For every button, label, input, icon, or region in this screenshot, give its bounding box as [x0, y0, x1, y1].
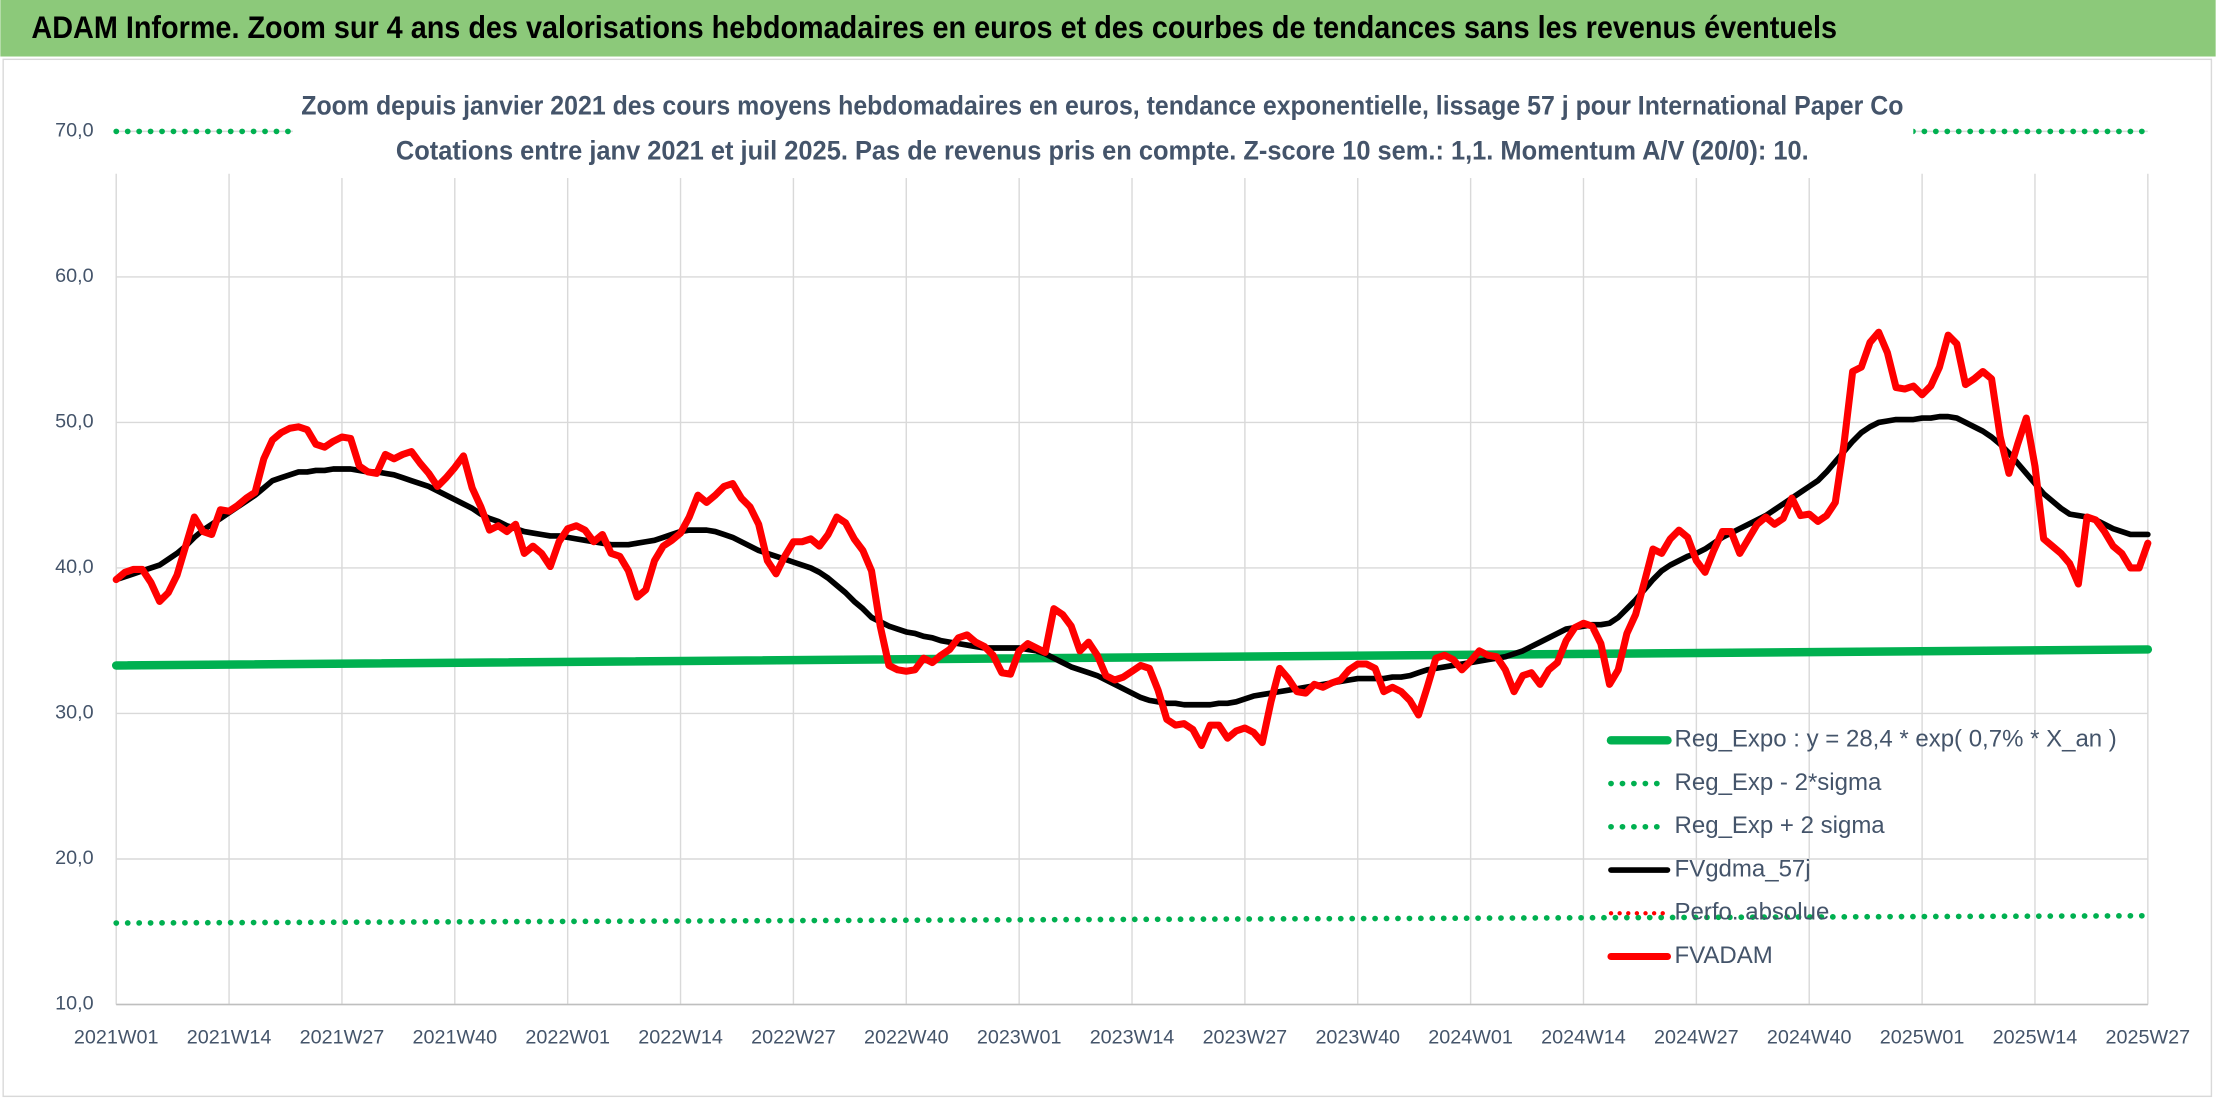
legend-label: Perfo. absolue [1675, 899, 1830, 926]
x-tick-label: 2021W14 [187, 1027, 272, 1049]
x-tick-label: 2024W14 [1541, 1027, 1626, 1049]
x-tick-label: 2021W40 [412, 1027, 497, 1049]
legend: Reg_Expo : y = 28,4 * exp( 0,7% * X_an )… [1606, 726, 2117, 969]
header-band [0, 0, 2216, 57]
x-tick-label: 2023W40 [1315, 1027, 1400, 1049]
chart-title: Zoom depuis janvier 2021 des cours moyen… [301, 90, 1903, 120]
x-tick-label: 2024W40 [1767, 1027, 1852, 1049]
y-tick-label: 70,0 [55, 120, 93, 142]
x-tick-label: 2022W40 [864, 1027, 949, 1049]
series-line [111, 645, 2153, 670]
grid [115, 130, 2149, 1006]
x-tick-label: 2022W27 [751, 1027, 836, 1049]
x-tick-label: 2025W14 [1993, 1027, 2078, 1049]
x-tick-label: 2023W27 [1203, 1027, 1288, 1049]
y-tick-label: 50,0 [55, 411, 93, 433]
x-tick-label: 2021W27 [300, 1027, 385, 1049]
x-tick-label: 2022W14 [638, 1027, 723, 1049]
series-line [113, 912, 2151, 926]
legend-label: FVADAM [1675, 942, 1773, 969]
legend-label: Reg_Exp - 2*sigma [1675, 769, 1882, 796]
y-tick-label: 60,0 [55, 265, 93, 287]
y-tick-label: 30,0 [55, 702, 93, 724]
y-tick-label: 20,0 [55, 847, 93, 869]
x-tick-label: 2024W01 [1428, 1027, 1513, 1049]
legend-label: Reg_Expo : y = 28,4 * exp( 0,7% * X_an ) [1675, 726, 2117, 753]
axes: 10,0 20,0 30,0 40,0 50,0 60,0 70,0 2021W01 2021W… [55, 120, 2190, 1049]
x-tick-label: 2023W01 [977, 1027, 1062, 1049]
header-title: ADAM Informe. Zoom sur 4 ans des valoris… [31, 10, 1837, 45]
x-tick-label: 2024W27 [1654, 1027, 1739, 1049]
x-tick-label: 2022W01 [525, 1027, 610, 1049]
legend-label: FVgdma_57j [1675, 855, 1811, 882]
x-tick-label: 2025W01 [1880, 1027, 1965, 1049]
y-tick-label: 40,0 [55, 556, 93, 578]
chart-subtitle: Cotations entre janv 2021 et juil 2025. … [396, 136, 1809, 166]
x-tick-label: 2025W27 [2106, 1027, 2191, 1049]
y-tick-label: 10,0 [55, 993, 93, 1015]
series-line [113, 413, 2151, 708]
title-backdrop [292, 84, 1914, 179]
series-line [112, 328, 2152, 750]
legend-label: Reg_Exp + 2 sigma [1675, 812, 1886, 839]
chart-area [2, 58, 2213, 1098]
x-tick-label: 2021W01 [74, 1027, 159, 1049]
x-tick-label: 2023W14 [1090, 1027, 1175, 1049]
